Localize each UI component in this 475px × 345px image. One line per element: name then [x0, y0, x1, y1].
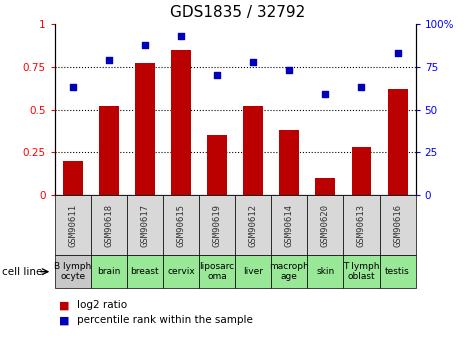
Point — [105, 57, 113, 63]
Point — [69, 85, 76, 90]
Point — [322, 91, 329, 97]
Text: liposarc
oma: liposarc oma — [200, 262, 235, 281]
Bar — [380, 255, 416, 288]
Text: breast: breast — [131, 267, 159, 276]
Bar — [315, 178, 335, 195]
Bar — [127, 255, 163, 288]
Text: brain: brain — [97, 267, 121, 276]
Bar — [307, 255, 343, 288]
Text: GSM90620: GSM90620 — [321, 204, 330, 247]
Bar — [307, 195, 343, 255]
Bar — [199, 255, 235, 288]
Bar — [55, 195, 91, 255]
Bar — [63, 161, 83, 195]
Text: GSM90615: GSM90615 — [177, 204, 185, 247]
Bar — [343, 255, 380, 288]
Bar — [343, 195, 380, 255]
Point — [358, 85, 365, 90]
Bar — [127, 195, 163, 255]
Bar — [99, 106, 119, 195]
Bar — [55, 255, 91, 288]
Text: percentile rank within the sample: percentile rank within the sample — [77, 315, 253, 325]
Point — [285, 68, 293, 73]
Text: cell line: cell line — [2, 267, 43, 277]
Bar — [243, 106, 263, 195]
Bar — [135, 63, 155, 195]
Text: GSM90618: GSM90618 — [104, 204, 113, 247]
Text: testis: testis — [385, 267, 410, 276]
Text: macroph
age: macroph age — [269, 262, 309, 281]
Text: ■: ■ — [59, 315, 70, 325]
Point — [249, 59, 257, 65]
Bar — [380, 195, 416, 255]
Point — [213, 73, 221, 78]
Bar — [91, 195, 127, 255]
Text: GSM90614: GSM90614 — [285, 204, 294, 247]
Text: log2 ratio: log2 ratio — [77, 300, 128, 310]
Bar — [163, 255, 199, 288]
Text: GDS1835 / 32792: GDS1835 / 32792 — [170, 5, 305, 20]
Text: GSM90617: GSM90617 — [141, 204, 149, 247]
Text: ■: ■ — [59, 300, 70, 310]
Bar — [207, 135, 227, 195]
Text: GSM90612: GSM90612 — [249, 204, 257, 247]
Text: T lymph
oblast: T lymph oblast — [343, 262, 380, 281]
Text: GSM90613: GSM90613 — [357, 204, 366, 247]
Bar — [271, 195, 307, 255]
Text: B lymph
ocyte: B lymph ocyte — [54, 262, 91, 281]
Text: GSM90616: GSM90616 — [393, 204, 402, 247]
Point — [394, 50, 401, 56]
Bar — [271, 255, 307, 288]
Bar — [279, 130, 299, 195]
Bar — [352, 147, 371, 195]
Text: liver: liver — [243, 267, 263, 276]
Text: cervix: cervix — [167, 267, 195, 276]
Text: skin: skin — [316, 267, 334, 276]
Bar — [235, 255, 271, 288]
Text: GSM90611: GSM90611 — [68, 204, 77, 247]
Bar — [171, 50, 191, 195]
Bar — [91, 255, 127, 288]
Text: GSM90619: GSM90619 — [213, 204, 221, 247]
Point — [177, 33, 185, 39]
Bar — [388, 89, 408, 195]
Bar — [163, 195, 199, 255]
Bar — [235, 195, 271, 255]
Bar — [199, 195, 235, 255]
Point — [141, 42, 149, 47]
